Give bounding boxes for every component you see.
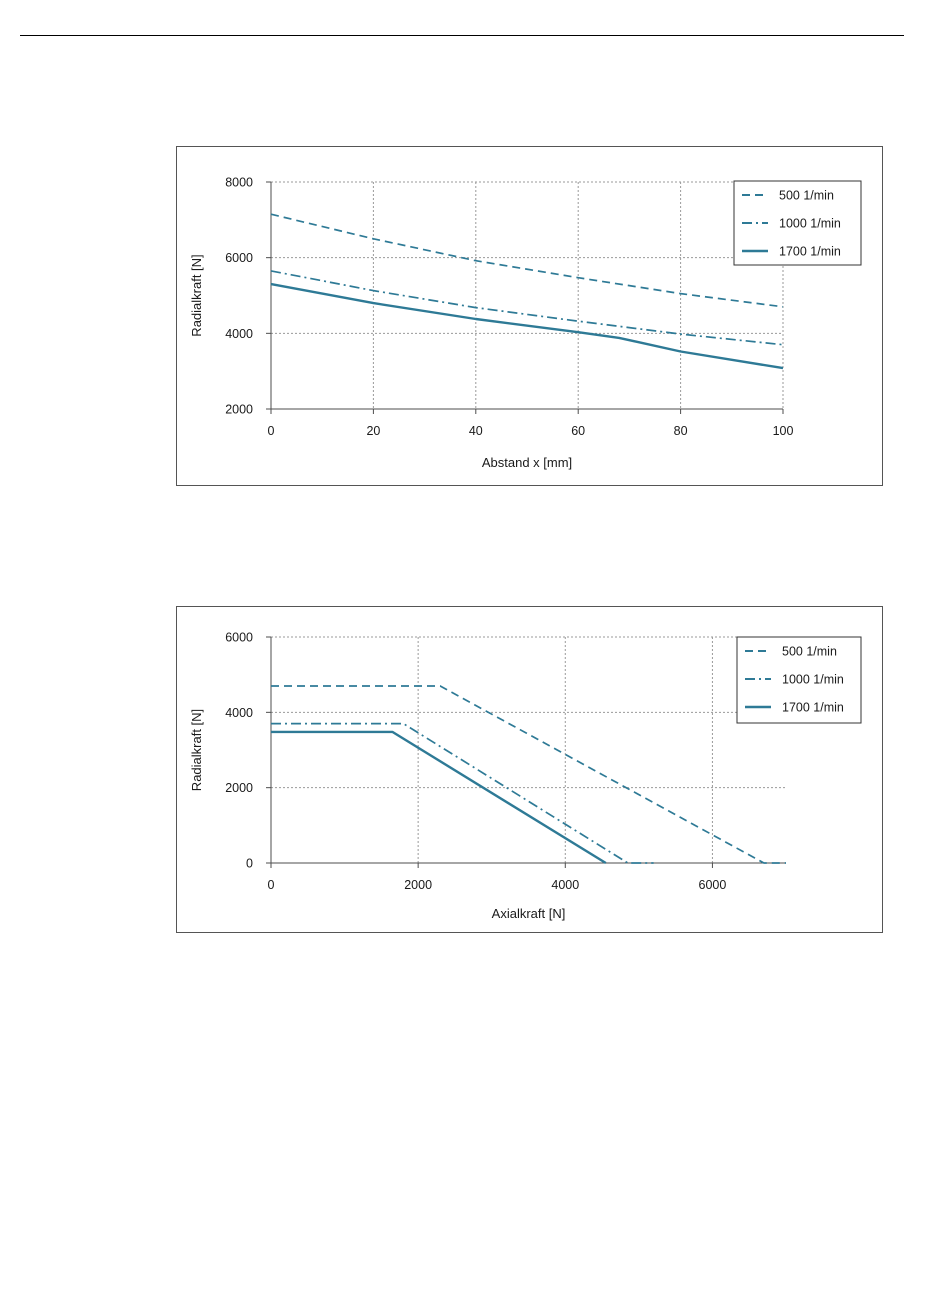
y-tick-label: 6000 (225, 631, 253, 645)
x-tick-label: 60 (571, 424, 585, 438)
x-tick-label: 0 (268, 424, 275, 438)
legend-label: 1000 1/min (779, 217, 841, 231)
y-tick-label: 4000 (225, 327, 253, 341)
y-axis-title: Radialkraft [N] (189, 709, 204, 791)
series-line-solid (271, 730, 607, 865)
legend-label: 1000 1/min (782, 673, 844, 687)
legend-label: 500 1/min (779, 189, 834, 203)
chart-radialkraft-vs-axialkraft: 0 2000 4000 6000 0 2000 4000 6000 Axialkraft [N]… (176, 606, 883, 933)
y-tick-label: 0 (246, 857, 253, 871)
series-line-solid (270, 282, 784, 370)
x-tick-label: 6000 (699, 878, 727, 892)
y-tick-label: 2000 (225, 403, 253, 417)
legend-label: 1700 1/min (779, 245, 841, 259)
legend-box (736, 636, 862, 724)
x-tick-label: 4000 (551, 878, 579, 892)
x-tick-label: 0 (268, 878, 275, 892)
page-top-rule (20, 35, 904, 36)
x-axis-title: Abstand x [mm] (482, 455, 572, 470)
x-axis-title: Axialkraft [N] (492, 906, 566, 921)
x-tick-label: 40 (469, 424, 483, 438)
chart2-svg: 0 2000 4000 6000 0 2000 4000 6000 Axialkraft [N]… (189, 631, 862, 921)
x-tick-label: 100 (773, 424, 794, 438)
x-tick-label: 20 (366, 424, 380, 438)
series-line-dash-dot (270, 270, 784, 346)
chart-radialkraft-vs-abstand: 0 20 40 60 80 100 2000 4000 6000 8000 Abstand x [m… (176, 146, 883, 486)
y-axis-title: Radialkraft [N] (189, 254, 204, 336)
series-line-dashed (271, 685, 786, 864)
legend-label: 500 1/min (782, 645, 837, 659)
x-tick-label: 2000 (404, 878, 432, 892)
y-tick-label: 6000 (225, 251, 253, 265)
chart1-svg: 0 20 40 60 80 100 2000 4000 6000 8000 Abstand x [m… (189, 176, 862, 470)
series-line-dash-dot (271, 722, 654, 864)
y-tick-label: 8000 (225, 176, 253, 190)
x-tick-label: 80 (674, 424, 688, 438)
y-tick-label: 4000 (225, 706, 253, 720)
legend-label: 1700 1/min (782, 701, 844, 715)
series-line-dashed (270, 213, 784, 308)
y-tick-label: 2000 (225, 781, 253, 795)
